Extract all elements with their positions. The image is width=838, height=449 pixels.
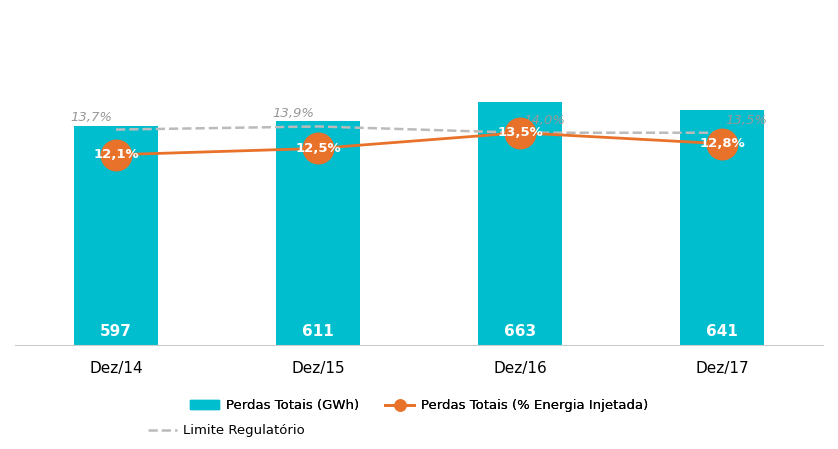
Perdas Totais (% Energia Injetada) xyxy=(313,146,323,151)
Limite Regulatório xyxy=(717,130,727,136)
Legend: Limite Regulatório: Limite Regulatório xyxy=(142,419,310,442)
Bar xyxy=(680,110,764,345)
Text: 12,5%: 12,5% xyxy=(295,142,341,155)
Perdas Totais (% Energia Injetada) xyxy=(515,130,525,136)
Bar xyxy=(478,102,562,345)
Limite Regulatório xyxy=(111,127,121,132)
Text: 641: 641 xyxy=(706,324,738,339)
Perdas Totais (% Energia Injetada) xyxy=(717,141,727,146)
Text: 12,1%: 12,1% xyxy=(93,148,139,161)
Line: Limite Regulatório: Limite Regulatório xyxy=(116,127,722,133)
Text: 13,7%: 13,7% xyxy=(70,110,113,123)
Text: 663: 663 xyxy=(504,324,536,339)
Perdas Totais (% Energia Injetada) xyxy=(111,152,121,158)
Text: 13,9%: 13,9% xyxy=(272,107,315,120)
Bar xyxy=(276,121,360,345)
Limite Regulatório xyxy=(313,124,323,129)
Limite Regulatório xyxy=(515,130,525,136)
Text: 14,0%: 14,0% xyxy=(523,114,566,127)
Text: 13,5%: 13,5% xyxy=(497,126,543,139)
Text: 13,5%: 13,5% xyxy=(725,114,768,127)
Bar xyxy=(74,126,158,345)
Legend: Perdas Totais (GWh), Perdas Totais (% Energia Injetada): Perdas Totais (GWh), Perdas Totais (% En… xyxy=(184,394,654,418)
Text: 611: 611 xyxy=(303,324,334,339)
Text: 12,8%: 12,8% xyxy=(699,137,745,150)
Line: Perdas Totais (% Energia Injetada): Perdas Totais (% Energia Injetada) xyxy=(101,118,737,170)
Text: 597: 597 xyxy=(100,324,132,339)
